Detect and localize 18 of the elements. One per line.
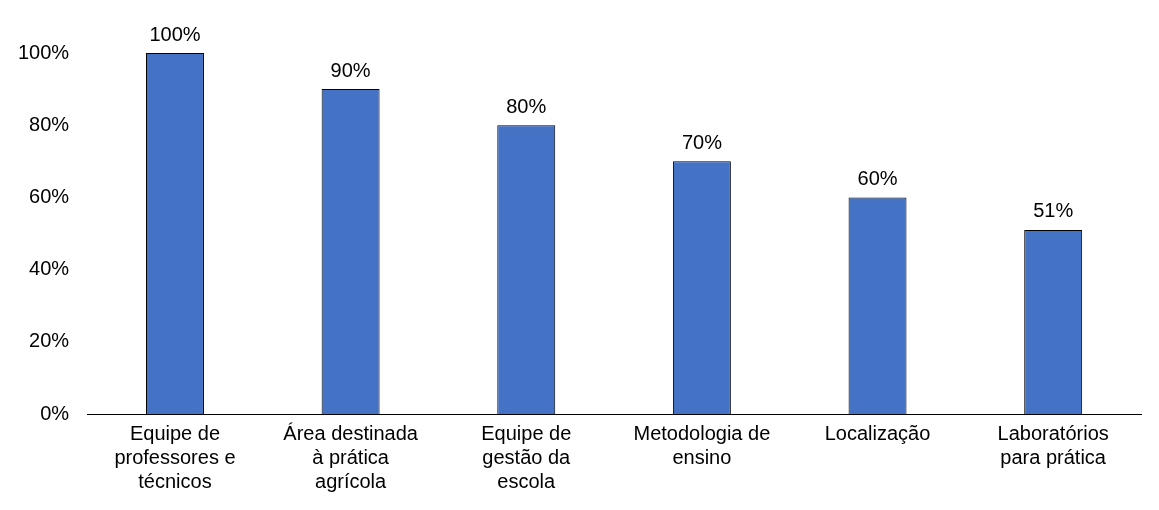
y-tick-label: 80% [29,112,70,135]
data-label: 100% [149,22,201,45]
y-tick-label: 100% [18,40,70,63]
x-tick-label: Área destinada à prática agrícola [283,421,419,492]
y-tick-label: 20% [29,329,70,352]
x-tick-label: Localização [824,421,931,444]
data-label: 80% [506,94,547,117]
x-tick-label: Equipe de professores e técnicos [114,421,236,492]
data-label: 70% [681,130,723,153]
y-tick-label: 60% [29,184,70,207]
x-tick-label: Equipe de gestão da escola [481,421,572,492]
data-label: 51% [1033,199,1074,222]
y-tick-label: 40% [29,257,70,280]
x-tick-label: Laboratórios para prática [997,421,1109,468]
y-tick-label: 0% [40,401,70,424]
x-tick-label: Metodologia de ensino [633,421,771,468]
data-label: 60% [857,166,898,189]
data-label: 90% [330,58,371,81]
